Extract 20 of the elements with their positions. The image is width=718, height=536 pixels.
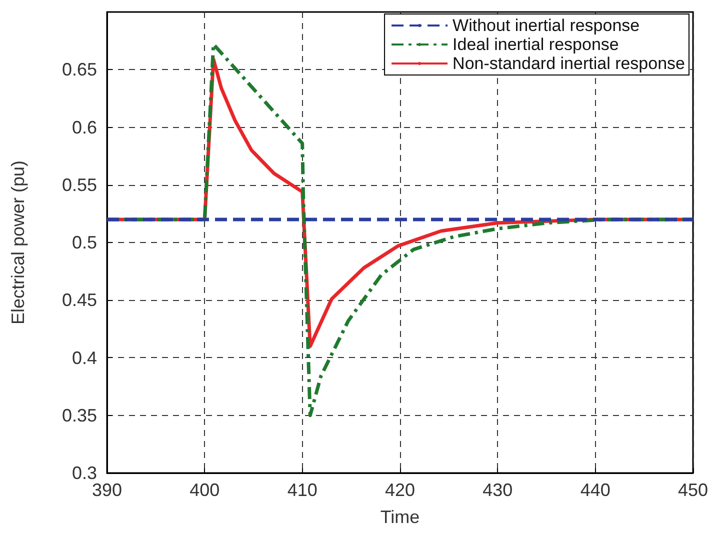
x-tick-label: 440	[580, 480, 610, 500]
x-tick-label: 420	[384, 480, 416, 500]
y-axis-title: Electrical power (pu)	[8, 160, 28, 325]
y-tick-label: 0.65	[62, 60, 97, 80]
y-tick-label: 0.5	[72, 232, 97, 252]
x-tick-label: 430	[482, 480, 513, 500]
y-tick-label: 0.45	[62, 290, 97, 310]
x-tick-label: 450	[678, 480, 708, 500]
x-tick-label: 390	[92, 480, 122, 500]
legend-label: Without inertial response	[452, 16, 640, 35]
y-tick-label: 0.6	[72, 117, 97, 138]
x-tick-label: 410	[287, 480, 318, 500]
y-tick-label: 0.35	[62, 405, 97, 426]
legend-label: Ideal inertial response	[452, 35, 619, 54]
y-tick-label: 0.55	[62, 174, 97, 195]
y-tick-label: 0.3	[72, 463, 97, 483]
y-tick-label: 0.4	[72, 348, 97, 368]
x-axis-title: Time	[380, 507, 420, 527]
x-tick-label: 400	[190, 480, 220, 500]
legend-label: Non-standard inertial response	[452, 54, 686, 73]
